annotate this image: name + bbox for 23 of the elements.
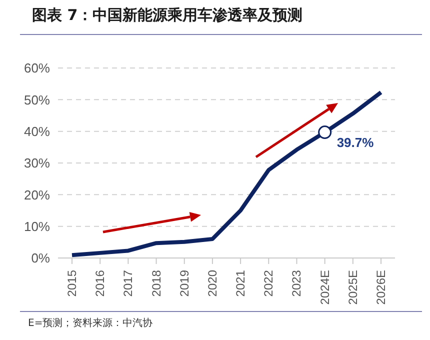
x-tick-label: 2020 <box>205 270 220 297</box>
x-tick-label: 2022 <box>262 270 276 297</box>
y-tick-label: 20% <box>24 187 50 202</box>
x-tick-label: 2024E <box>318 270 332 305</box>
x-tick-label: 2015 <box>65 270 79 297</box>
y-tick-label: 10% <box>24 218 50 234</box>
y-tick-label: 40% <box>24 124 50 139</box>
y-tick-label: 50% <box>24 92 50 108</box>
x-tick-label: 2025E <box>346 270 360 305</box>
line-series <box>70 90 383 258</box>
x-tick-label: 2018 <box>149 270 164 297</box>
x-tick-label: 2019 <box>177 270 192 297</box>
y-tick-label: 60% <box>24 60 50 76</box>
x-tick-label: 2017 <box>121 270 136 297</box>
x-tick-label: 2021 <box>234 270 248 297</box>
text: E=预测；资料来源：中汽协 <box>28 316 153 330</box>
y-tick-label: 0% <box>31 250 50 266</box>
x-tick-label: 2026E <box>374 270 388 305</box>
chart-title: 图表 7：中国新能源乘用车渗透率及预测 <box>32 6 303 25</box>
y-tick-label: 30% <box>24 156 50 171</box>
annotation: 39.7% <box>336 134 374 150</box>
x-tick-label: 2023 <box>290 270 304 297</box>
x-tick-label: 2016 <box>93 270 108 297</box>
